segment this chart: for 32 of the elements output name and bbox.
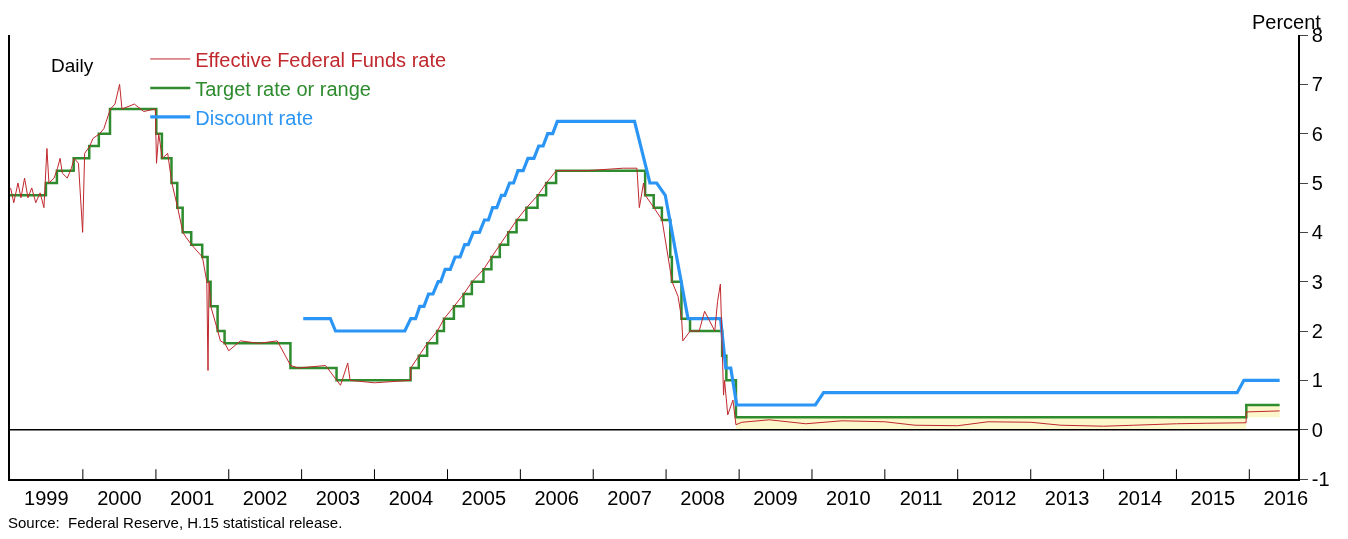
x-tick-label: 2004 bbox=[388, 486, 434, 509]
x-tick-label: 2005 bbox=[461, 486, 507, 509]
legend-label: Discount rate bbox=[195, 106, 314, 129]
x-tick-label: 2015 bbox=[1190, 486, 1236, 509]
x-tick-label: 1999 bbox=[24, 486, 69, 509]
y-tick-label: 0 bbox=[1311, 418, 1323, 441]
x-tick-label: 2012 bbox=[971, 486, 1017, 509]
y-tick-label: 5 bbox=[1311, 172, 1323, 194]
x-tick-label: 2001 bbox=[169, 486, 215, 509]
x-tick-label: 2009 bbox=[753, 486, 798, 509]
source-note: Source: Federal Reserve, H.15 statistical release. bbox=[8, 514, 343, 531]
x-tick-label: 2006 bbox=[534, 486, 579, 509]
x-tick-label: 2007 bbox=[607, 486, 652, 509]
x-tick-label: 2013 bbox=[1044, 486, 1090, 509]
x-tick-label: 2002 bbox=[242, 486, 288, 509]
x-tick-label: 2014 bbox=[1117, 486, 1163, 509]
x-tick-label: 2003 bbox=[315, 486, 361, 509]
y-tick-label: 3 bbox=[1311, 270, 1323, 293]
y-tick-label: 6 bbox=[1311, 122, 1323, 145]
annotation: Daily bbox=[51, 55, 94, 76]
y-tick-label: 1 bbox=[1311, 369, 1323, 392]
x-tick-label: 2008 bbox=[680, 486, 725, 509]
y-tick-label: 7 bbox=[1311, 73, 1323, 96]
legend-label: Target rate or range bbox=[195, 77, 371, 100]
y-tick-label: -1 bbox=[1311, 468, 1330, 490]
x-tick-label: 2000 bbox=[97, 486, 142, 509]
x-tick-label: 2011 bbox=[899, 486, 943, 509]
x-tick-label: 2010 bbox=[826, 486, 871, 509]
y-tick-label: 4 bbox=[1311, 221, 1323, 244]
x-tick-label: 2016 bbox=[1263, 486, 1309, 509]
y-tick-label: 2 bbox=[1311, 320, 1323, 342]
legend-label: Effective Federal Funds rate bbox=[195, 48, 447, 71]
